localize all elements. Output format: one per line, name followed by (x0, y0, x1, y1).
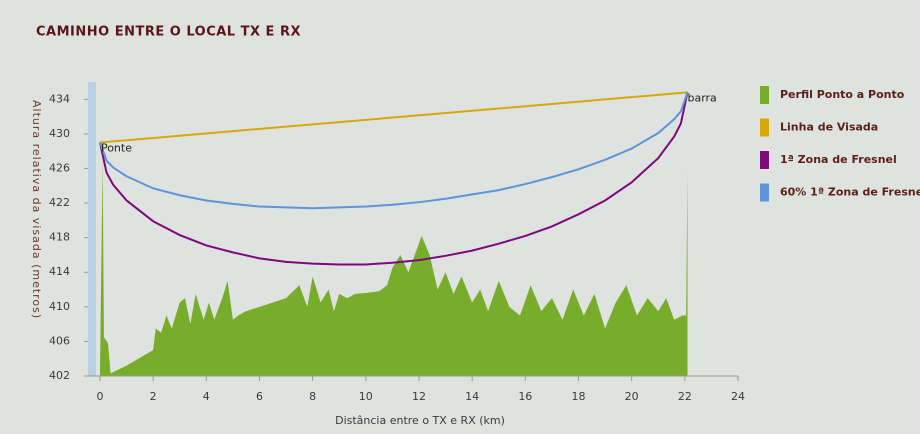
legend-swatch (760, 118, 769, 137)
legend-label: 1ª Zona de Fresnel (780, 153, 897, 166)
chart-title: CAMINHO ENTRE O LOCAL TX E RX (36, 25, 301, 40)
y-tick-label: 422 (49, 196, 70, 209)
y-tick-label: 430 (49, 127, 70, 140)
axis-strip (88, 82, 96, 376)
x-tick-label: 10 (359, 390, 373, 403)
x-tick-label: 12 (412, 390, 426, 403)
series-line (99, 91, 688, 144)
legend-label: 60% 1ª Zona de Fresnel (780, 186, 920, 199)
legend-swatch (760, 151, 769, 169)
y-tick-label: 410 (49, 300, 70, 313)
legend-label: Linha de Visada (780, 121, 878, 134)
x-tick-label: 8 (309, 390, 316, 403)
y-tick-label: 434 (49, 92, 70, 105)
series-line (98, 92, 689, 266)
terrain-area (99, 159, 688, 376)
y-axis-title: Altura relativa da visada (metros) (30, 100, 43, 319)
legend-swatch (760, 183, 769, 202)
x-tick-label: 16 (518, 390, 532, 403)
annotation: barra (687, 91, 716, 104)
x-tick-label: 2 (150, 390, 157, 403)
series-line (99, 92, 689, 210)
y-tick-label: 426 (49, 161, 70, 174)
y-tick-label: 406 (49, 334, 70, 347)
x-tick-label: 4 (203, 390, 210, 403)
x-tick-label: 18 (571, 390, 585, 403)
x-tick-label: 6 (256, 390, 263, 403)
x-tick-label: 0 (96, 390, 103, 403)
x-tick-label: 22 (678, 390, 692, 403)
y-tick-label: 418 (49, 231, 70, 244)
y-tick-label: 402 (49, 369, 70, 382)
x-tick-label: 20 (625, 390, 639, 403)
legend-label: Perfil Ponto a Ponto (780, 88, 905, 101)
y-tick-label: 414 (49, 265, 70, 278)
legend-swatch (760, 86, 769, 104)
x-axis-title: Distância entre o TX e RX (km) (335, 414, 505, 427)
annotation: Ponte (101, 142, 132, 155)
x-tick-label: 24 (731, 390, 745, 403)
x-tick-label: 14 (465, 390, 479, 403)
